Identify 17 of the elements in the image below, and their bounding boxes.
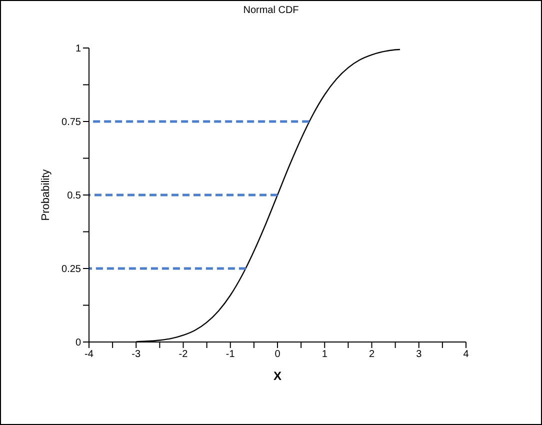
chart-title: Normal CDF <box>242 5 300 16</box>
x-axis-title: X <box>273 369 282 383</box>
y-tick-label: 0 <box>75 338 82 349</box>
x-tick-label: -1 <box>226 349 236 360</box>
x-tick-label: -3 <box>132 349 141 360</box>
y-tick-label: 0.75 <box>62 117 82 128</box>
x-tick-label: 0 <box>274 349 281 360</box>
y-tick-label: 0.5 <box>67 190 82 202</box>
y-tick-label: 0.25 <box>62 264 82 276</box>
x-tick-label: 4 <box>463 349 470 360</box>
x-tick-label: 1 <box>322 349 328 360</box>
x-tick-label: 2 <box>368 349 375 360</box>
y-axis-title: Probability <box>40 168 52 221</box>
y-tick-label: 1 <box>75 44 82 55</box>
x-tick-label: -2 <box>178 349 188 360</box>
x-tick-label: -4 <box>84 349 94 360</box>
x-tick-label: 3 <box>416 349 422 360</box>
